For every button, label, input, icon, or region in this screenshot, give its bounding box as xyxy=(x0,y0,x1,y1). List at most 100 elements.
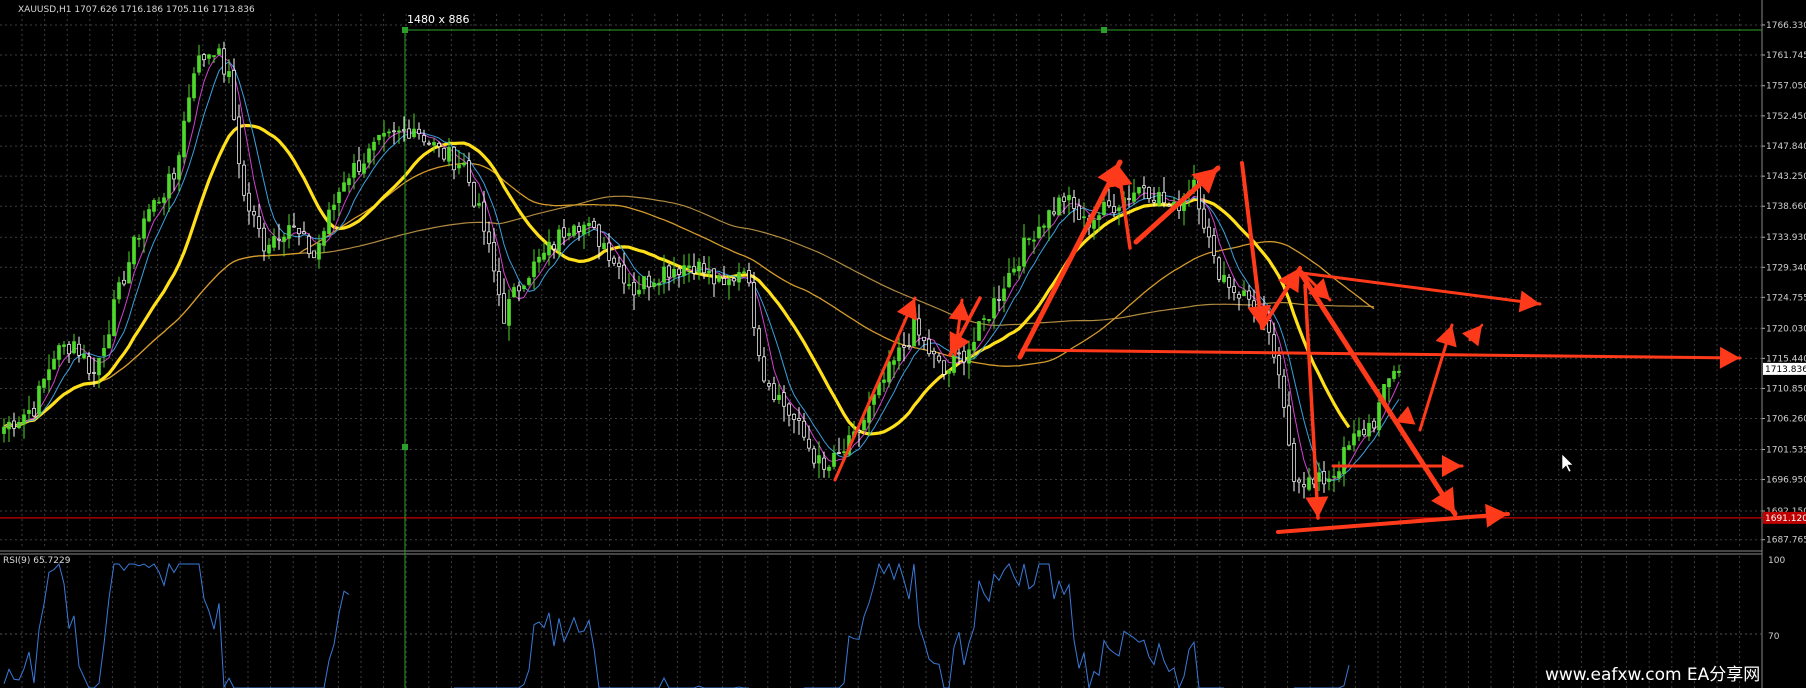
candle-body xyxy=(1112,206,1116,214)
candle-body xyxy=(1227,277,1231,288)
candle-body xyxy=(327,209,331,234)
candle-body xyxy=(1117,207,1121,211)
candle-body xyxy=(562,227,566,238)
candle-body xyxy=(472,182,476,207)
candle-body xyxy=(437,142,441,147)
candle-body xyxy=(457,164,461,169)
candle-body xyxy=(122,279,126,285)
crosshair-handle xyxy=(402,27,408,33)
candle-body xyxy=(152,200,156,212)
candle-body xyxy=(937,355,941,362)
candle-body xyxy=(512,287,516,298)
candle-body xyxy=(1027,238,1031,241)
candle-body xyxy=(1147,187,1151,199)
candle-body xyxy=(1232,286,1236,293)
candle-body xyxy=(797,418,801,421)
candle-body xyxy=(387,131,391,134)
candle-body xyxy=(1077,205,1081,220)
candle-body xyxy=(22,414,26,425)
candle-body xyxy=(237,116,241,165)
candle-body xyxy=(892,360,896,365)
trend-arrow-head xyxy=(1518,290,1540,313)
price-tick-label: 1743.250 xyxy=(1766,172,1806,182)
price-tick-label: 1766.330 xyxy=(1766,21,1806,31)
candle-body xyxy=(1072,197,1076,209)
grid-lines xyxy=(0,0,1763,688)
candle-body xyxy=(217,48,221,55)
candle-body xyxy=(117,282,121,300)
trend-arrow-head xyxy=(1247,304,1272,328)
candle-body xyxy=(342,182,346,192)
candle-body xyxy=(522,285,526,290)
candle-body xyxy=(1342,447,1346,474)
candle-body xyxy=(497,271,501,296)
candle-body xyxy=(1297,479,1301,483)
candle-body xyxy=(297,227,301,235)
trend-arrow-head xyxy=(1431,486,1455,514)
candle-body xyxy=(142,218,146,239)
candle-body xyxy=(62,344,66,347)
candle-body xyxy=(547,241,551,256)
ma-5-line xyxy=(3,54,1400,483)
candle-body xyxy=(677,268,681,275)
candle-body xyxy=(1132,192,1136,202)
candle-body xyxy=(222,48,226,75)
trend-arrow-head xyxy=(896,298,918,321)
rsi-line xyxy=(3,562,350,688)
candle-body xyxy=(67,344,71,355)
price-tick-label: 1738.660 xyxy=(1766,202,1806,212)
candle-body xyxy=(517,285,521,292)
crosshair xyxy=(402,27,1762,688)
candle-body xyxy=(612,257,616,264)
candle-body xyxy=(177,155,181,180)
price-tick-label: 1733.930 xyxy=(1766,233,1806,243)
candle-body xyxy=(72,341,76,354)
candle-body xyxy=(277,238,281,241)
candle-body xyxy=(977,321,981,341)
candle-body xyxy=(527,278,531,285)
candle-body xyxy=(932,350,936,355)
candle-body xyxy=(817,455,821,464)
candle-body xyxy=(52,358,56,370)
candle-body xyxy=(622,264,626,284)
candle-body xyxy=(862,419,866,431)
candle-body xyxy=(37,385,41,415)
crosshair-handle xyxy=(1101,27,1107,33)
candle-body xyxy=(737,272,741,283)
trend-arrow-shaft xyxy=(833,296,917,482)
candle-body xyxy=(722,277,726,285)
candle-body xyxy=(647,275,651,288)
candle-body xyxy=(632,281,636,296)
candle-body xyxy=(792,413,796,420)
candle-body xyxy=(787,403,791,416)
candle-body xyxy=(207,54,211,59)
price-tick-label: 1687.765 xyxy=(1766,536,1806,546)
candle-body xyxy=(1362,428,1366,436)
candle-body xyxy=(707,270,711,274)
candle-body xyxy=(1097,215,1101,221)
ma-8-line xyxy=(3,61,1400,482)
candle-body xyxy=(807,438,811,449)
candle-body xyxy=(492,242,496,272)
candle-body xyxy=(187,97,191,122)
candle-body xyxy=(422,135,426,143)
candle-body xyxy=(1057,197,1061,216)
candle-body xyxy=(897,347,901,362)
candle-body xyxy=(812,448,816,464)
candle-body xyxy=(582,224,586,235)
rsi-level-100: 100 xyxy=(1768,556,1785,566)
candle-body xyxy=(772,383,776,400)
trend-arrow-head xyxy=(1109,165,1133,188)
candle-body xyxy=(962,350,966,363)
candle-body xyxy=(157,201,161,204)
candle-body xyxy=(957,352,961,355)
candle-body xyxy=(627,284,631,286)
price-tick-label: 1757.050 xyxy=(1766,82,1806,92)
current-price-label: 1713.836 xyxy=(1765,365,1806,375)
candle-body xyxy=(1142,185,1146,189)
current-price-tag xyxy=(1763,362,1806,375)
candle-body xyxy=(1082,216,1086,219)
candle-body xyxy=(752,282,756,328)
candle-body xyxy=(362,163,366,174)
